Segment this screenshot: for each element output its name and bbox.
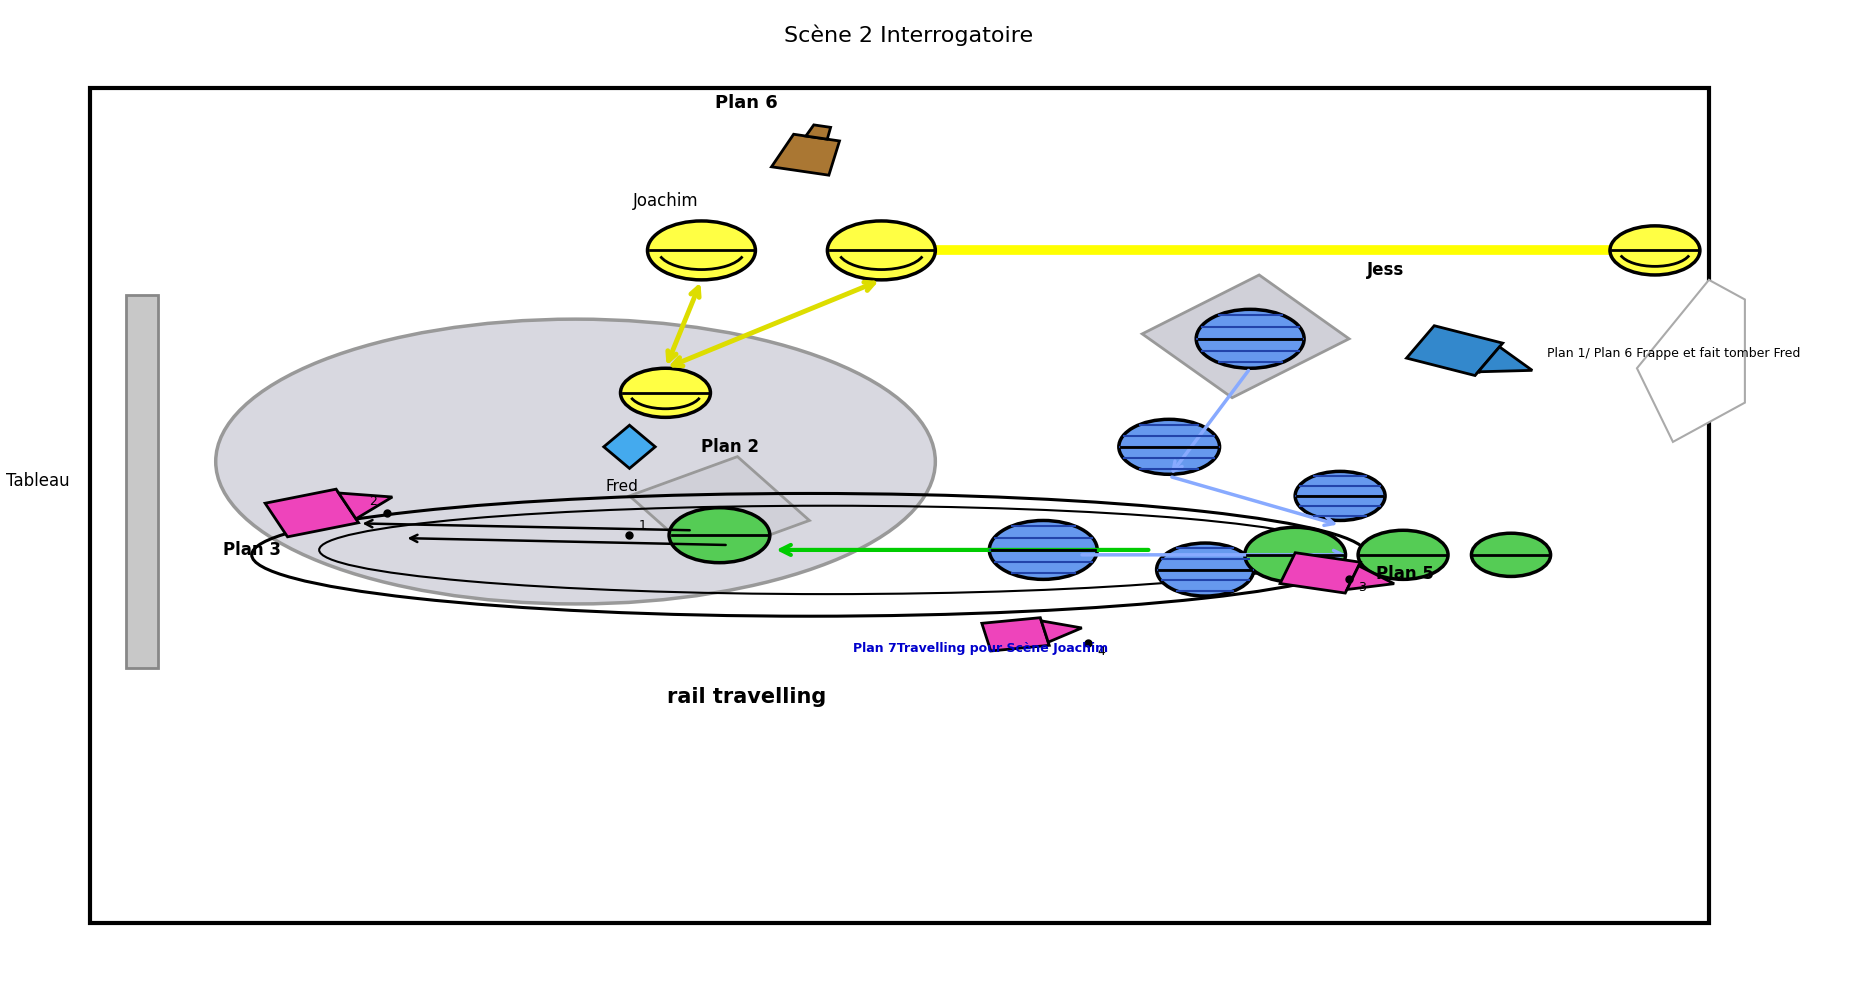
Text: 4: 4 bbox=[1097, 645, 1104, 658]
Text: Plan 7Travelling pour Scène Joachim: Plan 7Travelling pour Scène Joachim bbox=[852, 641, 1108, 655]
Polygon shape bbox=[1479, 347, 1532, 372]
Polygon shape bbox=[1347, 566, 1393, 589]
Circle shape bbox=[1245, 527, 1345, 582]
Circle shape bbox=[1119, 419, 1219, 474]
Polygon shape bbox=[1041, 621, 1082, 642]
Text: 1: 1 bbox=[639, 519, 647, 532]
Text: Plan 5: Plan 5 bbox=[1377, 566, 1434, 583]
Polygon shape bbox=[265, 489, 358, 537]
Polygon shape bbox=[771, 135, 839, 175]
FancyBboxPatch shape bbox=[89, 88, 1708, 923]
Circle shape bbox=[669, 508, 769, 563]
Circle shape bbox=[1358, 530, 1447, 579]
Text: rail travelling: rail travelling bbox=[667, 687, 826, 707]
Circle shape bbox=[1610, 226, 1699, 275]
Text: Jess: Jess bbox=[1368, 261, 1405, 279]
Text: Plan 1/ Plan 6 Frappe et fait tomber Fred: Plan 1/ Plan 6 Frappe et fait tomber Fre… bbox=[1547, 347, 1801, 360]
Ellipse shape bbox=[215, 319, 936, 604]
Polygon shape bbox=[1636, 280, 1746, 442]
Polygon shape bbox=[339, 493, 393, 518]
Polygon shape bbox=[630, 457, 810, 560]
Polygon shape bbox=[982, 618, 1049, 651]
Polygon shape bbox=[1280, 553, 1360, 593]
Circle shape bbox=[828, 221, 936, 280]
Text: Scène 2 Interrogatoire: Scène 2 Interrogatoire bbox=[784, 25, 1032, 46]
Polygon shape bbox=[604, 425, 656, 468]
Polygon shape bbox=[1141, 275, 1349, 398]
Polygon shape bbox=[1406, 326, 1503, 375]
Text: Tableau: Tableau bbox=[6, 472, 69, 490]
Text: Fred: Fred bbox=[606, 478, 639, 494]
Circle shape bbox=[1156, 543, 1254, 596]
Polygon shape bbox=[806, 125, 830, 139]
Circle shape bbox=[990, 520, 1097, 579]
Text: 2: 2 bbox=[369, 495, 376, 508]
Text: Plan 3: Plan 3 bbox=[222, 541, 280, 559]
Text: Plan 6: Plan 6 bbox=[715, 94, 778, 112]
FancyBboxPatch shape bbox=[126, 295, 158, 668]
Circle shape bbox=[621, 368, 710, 417]
Text: Plan 2: Plan 2 bbox=[702, 438, 760, 456]
Circle shape bbox=[647, 221, 756, 280]
Text: 3: 3 bbox=[1358, 581, 1366, 594]
Circle shape bbox=[1471, 533, 1551, 576]
Circle shape bbox=[1295, 471, 1384, 520]
Text: Joachim: Joachim bbox=[632, 192, 699, 210]
Circle shape bbox=[1197, 309, 1305, 368]
